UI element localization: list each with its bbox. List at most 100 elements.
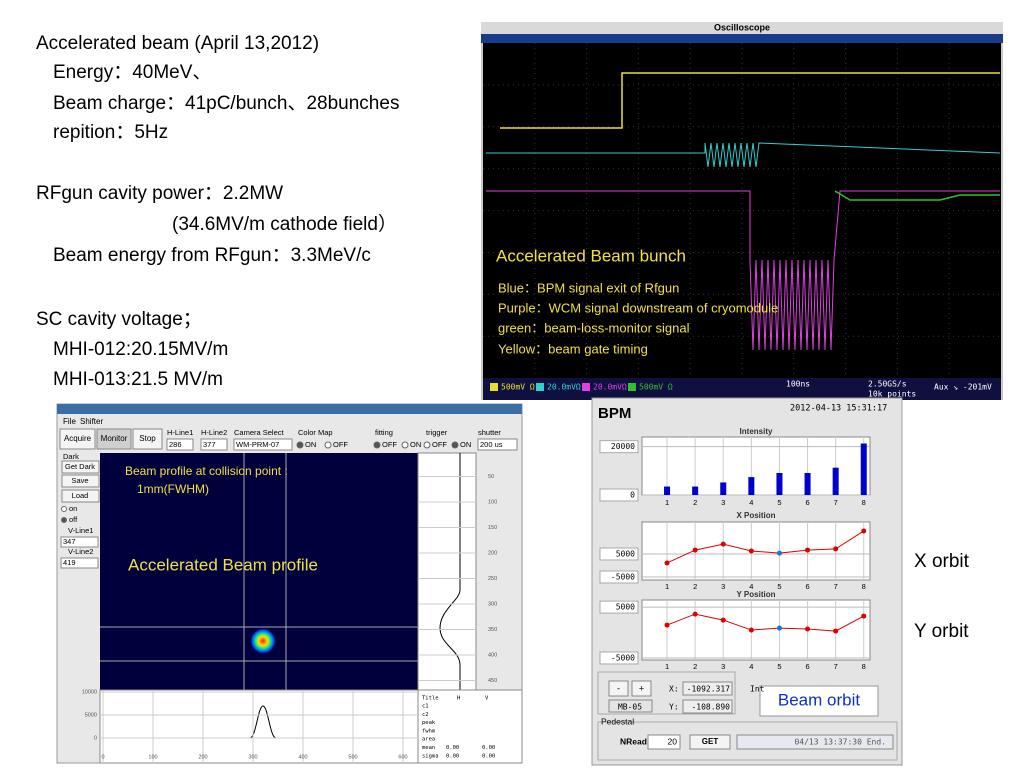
channel-scale: 20.0mVΩ: [547, 383, 581, 392]
button[interactable]: [96, 428, 132, 450]
side-label: V-Line1: [68, 526, 93, 535]
button[interactable]: [61, 460, 100, 474]
sample-rate: 2.50GS/s: [868, 380, 907, 389]
button[interactable]: [132, 428, 163, 450]
timebase: 100ns: [786, 380, 810, 389]
table-row-label: area: [422, 737, 435, 743]
field-label: Camera Select: [234, 428, 285, 437]
x-tick-label: 6: [805, 498, 809, 507]
table-row-label: c2: [422, 712, 429, 718]
menu-item[interactable]: Shifter: [80, 417, 103, 426]
beam-orbit-box: [759, 685, 879, 717]
tick-box: [599, 600, 639, 614]
radio-label: OFF: [382, 440, 397, 449]
menu-item[interactable]: File: [63, 417, 76, 426]
channel-chip: [490, 383, 498, 391]
radio[interactable]: [296, 441, 304, 449]
button-label: GET: [702, 737, 719, 746]
x-tick-label: 1: [665, 662, 669, 671]
x-tick-label: 6: [805, 662, 809, 671]
cyan-trace: [486, 142, 1001, 168]
tick-box: [599, 440, 639, 454]
y-tick-label: 5000: [616, 603, 635, 612]
x-tick-label: 3: [721, 582, 725, 591]
x-tick-label: 7: [834, 662, 838, 671]
tick-box: [599, 547, 639, 561]
y-tick-label: 10000: [82, 689, 97, 695]
orbit-label: X orbit: [914, 551, 970, 572]
table-header: V: [485, 696, 489, 702]
radio[interactable]: [324, 441, 332, 449]
monitor-name: MB-05: [618, 703, 642, 712]
radio-label: ON: [305, 440, 316, 449]
radio[interactable]: [61, 517, 67, 523]
radio[interactable]: [451, 441, 459, 449]
radio-label: ON: [410, 440, 421, 449]
radio-label: OFF: [333, 440, 348, 449]
yellow-trace: [500, 72, 1000, 129]
button-label: +: [639, 683, 644, 693]
radio[interactable]: [373, 441, 381, 449]
button[interactable]: [61, 489, 100, 503]
x-tick-label: 1: [665, 498, 669, 507]
x-tick-label: 0: [101, 754, 104, 760]
timestamp: 2012-04-13 15:31:17: [790, 404, 887, 414]
marker: [664, 560, 670, 566]
button[interactable]: [608, 680, 629, 697]
x-tick-label: 6: [805, 582, 809, 591]
y-tick-label: 0: [94, 735, 97, 741]
table-row-label: fwhm: [422, 728, 436, 734]
table-row-label: peak: [422, 720, 436, 726]
int-label: Int: [750, 685, 765, 694]
green-trace: [834, 190, 1000, 201]
input-value: 347: [63, 537, 76, 546]
input: [647, 734, 681, 750]
button[interactable]: [689, 734, 731, 750]
button-label: Stop: [139, 434, 156, 443]
x-tick-label: 8: [862, 582, 866, 591]
button[interactable]: [631, 680, 652, 697]
slide-text: Energy：40MeV、: [53, 62, 211, 83]
field-label: H-Line2: [201, 428, 227, 437]
y-tick-label: 150: [488, 525, 497, 531]
y-tick-label: 50: [488, 474, 494, 480]
input-value: 377: [203, 440, 216, 449]
radio-label: off: [69, 515, 78, 524]
status-field: [736, 734, 894, 750]
radio[interactable]: [401, 441, 409, 449]
scope-legend: green：beam-loss-monitor signal: [498, 320, 690, 335]
select-value: 200 us: [480, 440, 503, 449]
slide-text: Beam charge：41pC/bunch、28bunches: [53, 93, 399, 114]
image-overlay: Accelerated Beam profile: [128, 555, 318, 574]
slide-text: Accelerated beam (April 13,2012): [36, 33, 319, 54]
bar: [748, 477, 755, 495]
y-tick-label: 5000: [616, 549, 635, 558]
radio[interactable]: [423, 441, 431, 449]
marker: [833, 628, 839, 634]
beam-spot: [250, 628, 276, 654]
radio-label: on: [69, 504, 77, 513]
x-tick-label: 2: [693, 498, 697, 507]
x-tick-label: 4: [749, 498, 753, 507]
select-value: WM-PRM-07: [236, 440, 279, 449]
tick-box: [599, 570, 639, 584]
scope-titlebar: [481, 22, 1003, 34]
radio-label: ON: [460, 440, 471, 449]
slide-text: MHI-013:21.5 MV/m: [53, 369, 223, 390]
button-label: Acquire: [64, 434, 92, 443]
table-cell: 0.00: [446, 753, 459, 759]
table-row-label: c1: [422, 704, 429, 710]
pedestal-group: [597, 721, 898, 761]
scope-legend: Purple：WCM signal downstream of cryomodu…: [498, 300, 778, 315]
radio[interactable]: [61, 506, 67, 512]
input: [166, 438, 194, 451]
y-tick-label: -5000: [611, 573, 635, 582]
slide-text: MHI-012:20.15MV/m: [53, 339, 228, 360]
channel-chip: [582, 383, 590, 391]
y-tick-label: -5000: [611, 653, 635, 662]
button[interactable]: [61, 474, 100, 488]
x-tick-label: 2: [693, 582, 697, 591]
button[interactable]: [59, 428, 96, 450]
marker: [720, 541, 726, 547]
